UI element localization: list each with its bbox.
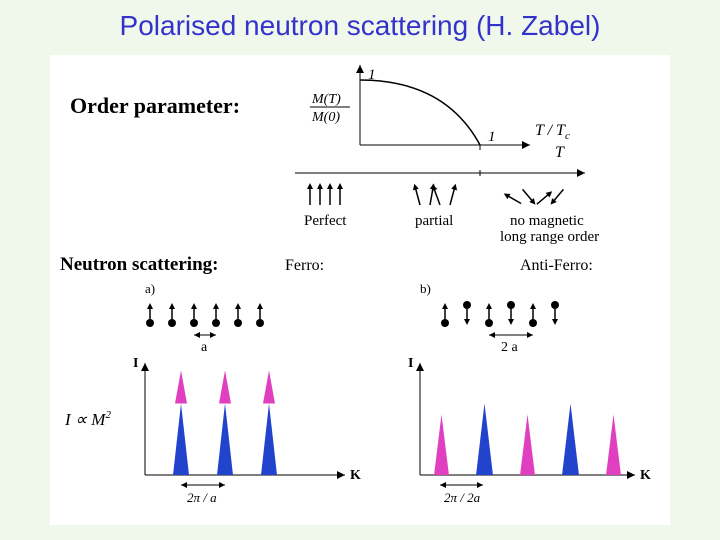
axis-I-anti: I xyxy=(408,356,413,371)
antiferro-chain: 2 a xyxy=(441,301,559,355)
op-x-tick: 1 xyxy=(488,129,496,145)
spins-partial: partial xyxy=(411,183,458,229)
op-y-tick: 1 xyxy=(368,67,376,83)
content-panel: Order parameter: 1 1 M(T) M(0) xyxy=(50,55,670,525)
antiferro-label: Anti-Ferro: xyxy=(520,257,593,274)
op-x-label2: T xyxy=(555,144,565,161)
spins-perfect: Perfect xyxy=(304,183,347,229)
panel-a-label: a) xyxy=(145,281,155,296)
spin-label-noorder-1: no magnetic xyxy=(510,213,584,229)
spacing-2a-label: 2 a xyxy=(501,340,519,355)
ferro-label: Ferro: xyxy=(285,257,324,274)
neutron-scattering-label: Neutron scattering: xyxy=(60,254,218,275)
axis-K-anti: K xyxy=(640,468,651,483)
op-frac-den: M(0) xyxy=(311,110,340,125)
op-x-label: T / Tc xyxy=(535,122,570,142)
axis-I-ferro: I xyxy=(133,356,138,371)
diagram-svg: Order parameter: 1 1 M(T) M(0) xyxy=(50,55,670,525)
ferro-chain: a xyxy=(146,303,264,355)
ferro-tick-label: 2π / a xyxy=(187,490,217,505)
spin-state-axis xyxy=(295,169,585,177)
order-param-graph: 1 1 M(T) M(0) T / Tc T xyxy=(310,65,570,161)
spacing-a-label: a xyxy=(201,340,208,355)
op-frac-num: M(T) xyxy=(311,92,341,107)
order-parameter-label: Order parameter: xyxy=(70,93,240,118)
spin-label-noorder-2: long range order xyxy=(500,229,599,245)
slide: Polarised neutron scattering (H. Zabel) … xyxy=(0,0,720,540)
ferro-diffraction: I K 2π / a xyxy=(133,356,361,505)
spin-arrow-icon xyxy=(307,183,343,205)
axis-K-ferro: K xyxy=(350,468,361,483)
panel-b-label: b) xyxy=(420,281,431,296)
slide-title: Polarised neutron scattering (H. Zabel) xyxy=(0,10,720,42)
antiferro-diffraction: I K 2π / 2a xyxy=(408,356,651,505)
anti-tick-label: 2π / 2a xyxy=(444,490,481,505)
spin-label-perfect: Perfect xyxy=(304,213,347,229)
spin-label-partial: partial xyxy=(415,213,453,229)
intensity-formula: I ∝ M2 xyxy=(64,409,111,429)
spins-disorder: no magnetic long range order xyxy=(500,187,599,245)
